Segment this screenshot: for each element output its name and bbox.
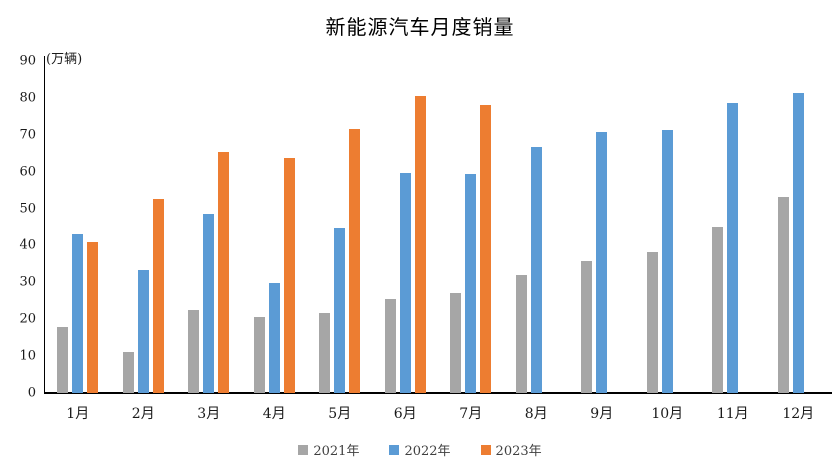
legend-item-2021年: 2021年 xyxy=(298,440,359,459)
bar-2023年-4月 xyxy=(283,158,295,393)
bar-2022年-9月 xyxy=(596,131,608,393)
bar-2021年-7月 xyxy=(450,293,462,393)
bar-2023年-3月 xyxy=(218,152,230,393)
x-tick-label-12月: 12月 xyxy=(782,406,815,422)
bar-2021年-10月 xyxy=(646,251,658,393)
x-tick-label-5月: 5月 xyxy=(328,406,352,422)
bar-2022年-4月 xyxy=(268,282,280,393)
y-tick-label-90: 90 xyxy=(19,53,36,69)
x-tick-label-9月: 9月 xyxy=(590,406,614,422)
legend-swatch-icon xyxy=(389,444,400,455)
y-axis-unit-label: (万辆) xyxy=(46,52,83,67)
legend-swatch-icon xyxy=(480,444,491,455)
bar-2021年-12月 xyxy=(777,197,789,393)
legend-label: 2023年 xyxy=(495,444,542,459)
bar-2022年-5月 xyxy=(334,228,346,393)
bar-2023年-6月 xyxy=(414,95,426,393)
bar-2022年-2月 xyxy=(137,269,149,393)
chart-title: 新能源汽车月度销量 xyxy=(325,15,515,39)
bar-2021年-5月 xyxy=(319,312,331,393)
bar-2022年-8月 xyxy=(530,147,542,393)
y-tick-label-80: 80 xyxy=(19,90,36,106)
y-tick-label-40: 40 xyxy=(19,237,36,253)
bar-2021年-3月 xyxy=(188,309,200,393)
bar-2021年-1月 xyxy=(57,326,69,393)
x-tick-label-7月: 7月 xyxy=(459,406,483,422)
y-tick-label-30: 30 xyxy=(19,274,36,290)
bar-2021年-4月 xyxy=(253,317,265,393)
bar-2023年-2月 xyxy=(152,199,164,393)
x-tick-label-2月: 2月 xyxy=(131,406,155,422)
bar-2022年-11月 xyxy=(727,103,739,393)
legend-item-2023年: 2023年 xyxy=(480,440,542,459)
x-axis-line xyxy=(44,392,832,394)
bar-2022年-7月 xyxy=(465,174,477,393)
x-tick-label-11月: 11月 xyxy=(716,406,749,422)
bar-2023年-1月 xyxy=(87,242,99,393)
x-tick-label-4月: 4月 xyxy=(262,406,286,422)
y-tick-label-20: 20 xyxy=(19,311,36,327)
bar-2022年-1月 xyxy=(72,234,84,393)
x-tick-label-10月: 10月 xyxy=(651,406,684,422)
y-tick-label-10: 10 xyxy=(19,348,36,364)
bar-2021年-8月 xyxy=(515,274,527,393)
x-tick-label-1月: 1月 xyxy=(66,406,90,422)
y-tick-label-70: 70 xyxy=(19,127,36,143)
bar-2022年-12月 xyxy=(792,92,804,393)
bar-2021年-9月 xyxy=(581,261,593,393)
legend-label: 2022年 xyxy=(404,444,451,459)
bar-2022年-10月 xyxy=(661,129,673,393)
legend-item-2022年: 2022年 xyxy=(389,440,451,459)
y-tick-label-0: 0 xyxy=(27,385,36,401)
y-tick-label-50: 50 xyxy=(19,201,36,217)
bar-2023年-5月 xyxy=(349,128,361,393)
bar-2022年-6月 xyxy=(399,173,411,393)
legend-swatch-icon xyxy=(298,444,309,455)
bar-2021年-11月 xyxy=(712,227,724,393)
x-tick-label-6月: 6月 xyxy=(393,406,417,422)
bar-2023年-7月 xyxy=(480,105,492,393)
y-tick-label-60: 60 xyxy=(19,164,36,180)
legend: 2021年 2022年 2023年 xyxy=(0,440,840,459)
x-tick-label-8月: 8月 xyxy=(524,406,548,422)
bar-2021年-6月 xyxy=(384,298,396,393)
bar-2021年-2月 xyxy=(122,352,134,393)
legend-label: 2021年 xyxy=(313,444,360,459)
bar-2022年-3月 xyxy=(203,214,215,393)
x-tick-label-3月: 3月 xyxy=(197,406,221,422)
y-axis-line xyxy=(44,56,45,393)
